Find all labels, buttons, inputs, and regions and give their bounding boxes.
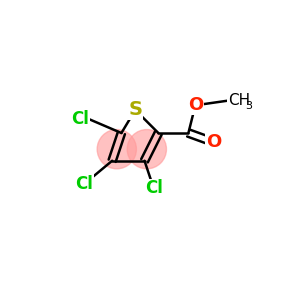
Text: 3: 3 [245, 101, 252, 111]
Circle shape [97, 130, 136, 169]
Text: Cl: Cl [145, 179, 163, 197]
Text: Cl: Cl [76, 175, 93, 193]
Circle shape [127, 130, 167, 169]
Text: O: O [188, 96, 203, 114]
Text: CH: CH [228, 93, 250, 108]
Text: S: S [128, 100, 142, 119]
Text: O: O [206, 133, 221, 151]
Text: Cl: Cl [71, 110, 89, 128]
